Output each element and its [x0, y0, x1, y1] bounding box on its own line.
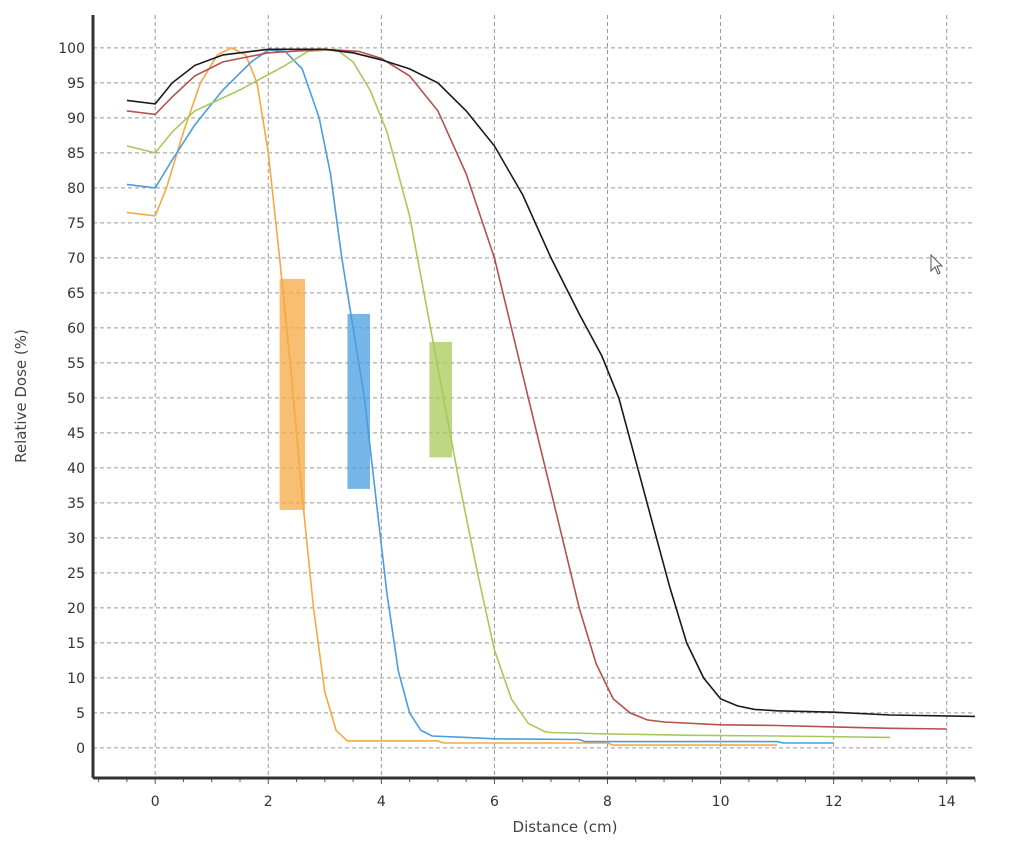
- y-tick-label: 40: [67, 461, 85, 477]
- dose-curve: [126, 48, 891, 739]
- y-tick-label: 80: [67, 181, 85, 197]
- x-tick-label: 10: [712, 794, 730, 810]
- x-tick-label: 2: [264, 794, 273, 810]
- uncertainty-band: [347, 313, 371, 489]
- y-tick-label: 95: [67, 76, 85, 92]
- series-lines: [126, 47, 976, 746]
- y-tick-label: 45: [67, 426, 85, 442]
- y-tick-label: 5: [76, 706, 85, 722]
- uncertainty-band: [429, 341, 453, 458]
- bands: [279, 278, 453, 510]
- y-tick-label: 65: [67, 286, 85, 302]
- y-tick-label: 10: [67, 671, 85, 687]
- x-tick-label: 4: [377, 794, 386, 810]
- x-axis-label: Distance (cm): [513, 818, 618, 836]
- dose-curve: [126, 48, 976, 718]
- y-tick-label: 20: [67, 601, 85, 617]
- x-tick-label: 6: [490, 794, 499, 810]
- y-tick-label: 100: [58, 41, 85, 57]
- y-tick-label: 55: [67, 356, 85, 372]
- y-tick-label: 25: [67, 566, 85, 582]
- y-tick-label: 30: [67, 531, 85, 547]
- y-axis-label: Relative Dose (%): [12, 329, 30, 463]
- dose-curve: [126, 47, 778, 746]
- y-tick-label: 85: [67, 146, 85, 162]
- dose-curve: [126, 48, 947, 730]
- x-tick-label: 0: [151, 794, 160, 810]
- x-tick-label: 8: [603, 794, 612, 810]
- x-tick-label: 12: [825, 794, 843, 810]
- y-tick-label: 70: [67, 251, 85, 267]
- y-tick-label: 60: [67, 321, 85, 337]
- y-tick-label: 75: [67, 216, 85, 232]
- y-tick-label: 15: [67, 636, 85, 652]
- grid: [93, 15, 975, 778]
- y-tick-label: 90: [67, 111, 85, 127]
- y-tick-label: 50: [67, 391, 85, 407]
- x-tick-label: 14: [938, 794, 956, 810]
- mouse-cursor-icon: [930, 253, 944, 275]
- dose-curve: [126, 49, 834, 744]
- y-tick-label: 35: [67, 496, 85, 512]
- y-tick-label: 0: [76, 741, 85, 757]
- axes: 0510152025303540455055606570758085909510…: [58, 15, 976, 810]
